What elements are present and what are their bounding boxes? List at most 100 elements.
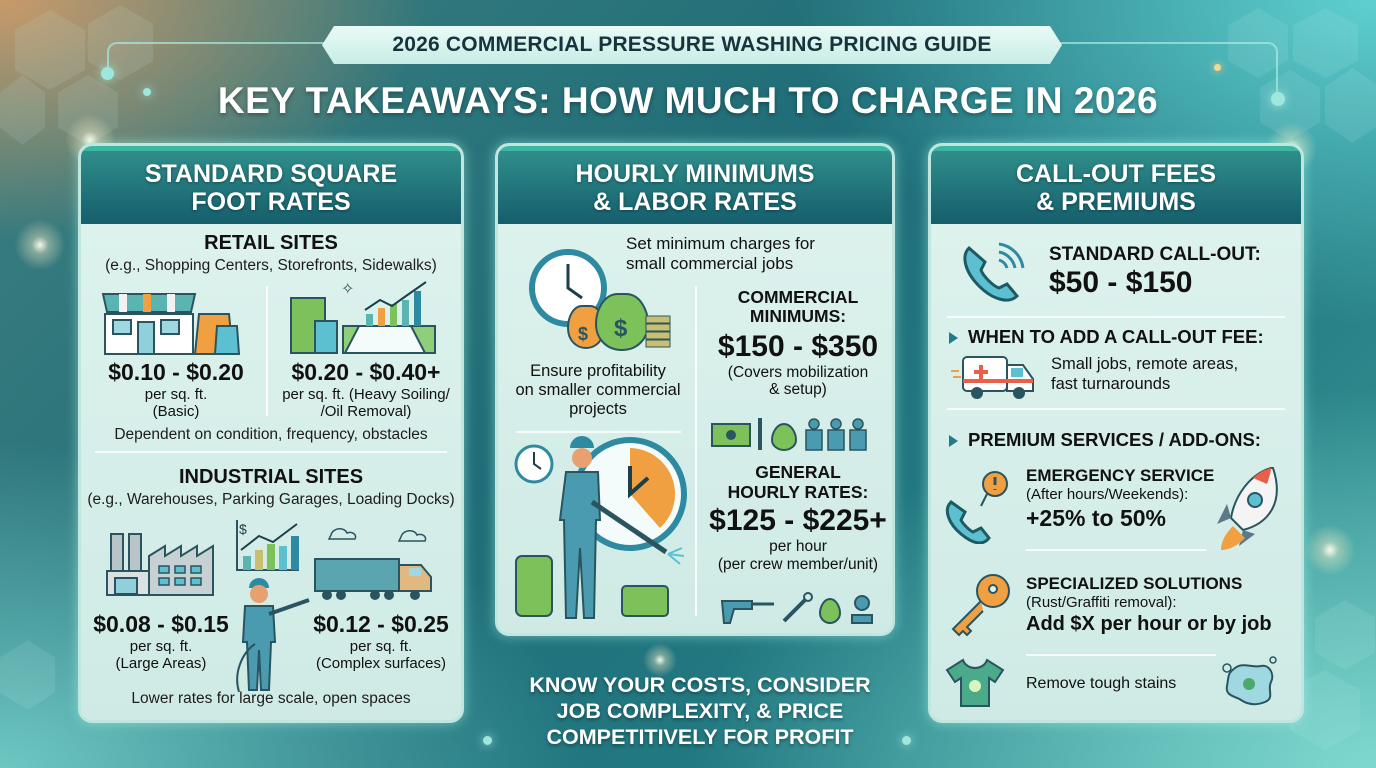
divider bbox=[266, 286, 268, 416]
standard-callout-price: $50 - $150 bbox=[1049, 266, 1193, 299]
svg-text:✧: ✧ bbox=[341, 281, 354, 298]
card-title-line: & LABOR RATES bbox=[593, 187, 797, 216]
price-unit: per sq. ft. bbox=[129, 638, 193, 655]
page-title: KEY TAKEAWAYS: HOW MUCH TO CHARGE IN 202… bbox=[217, 80, 1159, 121]
card-title-line: STANDARD SQUARE bbox=[144, 159, 398, 188]
minimums-note: (Covers mobilization bbox=[727, 364, 869, 381]
triangle-bullet-icon bbox=[949, 435, 958, 448]
node-dot bbox=[143, 88, 151, 96]
section-divider bbox=[516, 431, 681, 433]
specialized-solutions: SPECIALIZED SOLUTIONS (Rust/Graffiti rem… bbox=[1026, 574, 1272, 636]
svg-text:$: $ bbox=[614, 315, 628, 342]
price-unit: per sq. ft. (Heavy Soiling/ bbox=[282, 386, 450, 403]
stain-splash-icon bbox=[1221, 654, 1281, 710]
general-unit: per hour bbox=[769, 538, 827, 555]
retail-basic-rate: $0.10 - $0.20 per sq. ft. (Basic) bbox=[81, 359, 271, 420]
bar-chart-icon: $ bbox=[233, 518, 303, 574]
hourly-minimums-card: HOURLY MINIMUMS & LABOR RATES Set minimu… bbox=[495, 143, 895, 636]
industrial-sites-heading: INDUSTRIAL SITES bbox=[178, 466, 364, 488]
square-foot-rates-card: STANDARD SQUARE FOOT RATES RETAIL SITES … bbox=[78, 143, 464, 723]
price-note: (Complex surfaces) bbox=[315, 655, 447, 672]
specialized-title: SPECIALIZED SOLUTIONS bbox=[1026, 574, 1243, 593]
footer-line: KNOW YOUR COSTS, CONSIDER bbox=[529, 673, 871, 697]
node-dot bbox=[902, 736, 911, 745]
node-dot bbox=[483, 736, 492, 745]
general-note: (per crew member/unit) bbox=[717, 556, 879, 573]
card-header: STANDARD SQUARE FOOT RATES bbox=[81, 146, 461, 224]
retail-footnote: Dependent on condition, frequency, obsta… bbox=[114, 426, 428, 443]
svg-text:$: $ bbox=[578, 324, 588, 344]
minimums-label: MINIMUMS: bbox=[749, 306, 847, 326]
standard-callout-label: STANDARD CALL-OUT: bbox=[1049, 244, 1261, 265]
hexagon-decor bbox=[0, 640, 55, 710]
emergency-note: (After hours/Weekends): bbox=[1026, 486, 1189, 503]
general-hourly-rates: GENERAL HOURLY RATES: $125 - $225+ per h… bbox=[698, 462, 892, 574]
section-divider bbox=[1026, 654, 1216, 656]
industrial-large-rate: $0.08 - $0.15 per sq. ft. (Large Areas) bbox=[81, 611, 241, 672]
reason-line: Small jobs, remote areas, bbox=[1051, 355, 1239, 373]
hexagon-decor bbox=[1315, 600, 1375, 670]
price-value: $0.12 - $0.25 bbox=[313, 611, 449, 637]
price-value: $0.20 - $0.40+ bbox=[291, 359, 441, 385]
card-title-line: HOURLY MINIMUMS bbox=[575, 159, 815, 188]
card-title-line: CALL-OUT FEES bbox=[1016, 159, 1216, 188]
general-price: $125 - $225+ bbox=[709, 504, 887, 537]
key-icon bbox=[945, 571, 1015, 641]
specialized-value: Add $X per hour or by job bbox=[1026, 613, 1272, 635]
card-title-line: & PREMIUMS bbox=[1036, 187, 1196, 216]
truck-icon bbox=[311, 523, 441, 603]
price-note: (Large Areas) bbox=[115, 655, 207, 672]
footer-line: JOB COMPLEXITY, & PRICE bbox=[556, 699, 844, 723]
profit-line: projects bbox=[569, 400, 627, 418]
price-value: $0.10 - $0.20 bbox=[108, 359, 244, 385]
sparkle-decor bbox=[1300, 520, 1360, 580]
price-unit: per sq. ft. bbox=[144, 386, 208, 403]
premium-title: PREMIUM SERVICES / ADD-ONS: bbox=[968, 429, 1261, 450]
section-divider bbox=[947, 316, 1285, 318]
reason-line: fast turnarounds bbox=[1051, 375, 1171, 393]
worker-pressure-washer-icon bbox=[233, 574, 313, 694]
price-note: (Basic) bbox=[152, 403, 200, 420]
storefront-icon bbox=[99, 284, 249, 356]
connector-line bbox=[1060, 42, 1278, 97]
stains-note: Remove tough stains bbox=[1026, 675, 1177, 692]
call-out-fees-card: CALL-OUT FEES & PREMIUMS STANDARD CALL-O… bbox=[928, 143, 1304, 723]
profitability-note: Ensure profitability on smaller commerci… bbox=[498, 362, 698, 419]
commercial-minimums: COMMERCIAL MINIMUMS: $150 - $350 (Covers… bbox=[698, 287, 892, 399]
growth-chart-icon: ✧ bbox=[281, 276, 441, 356]
card-header: CALL-OUT FEES & PREMIUMS bbox=[931, 146, 1301, 224]
when-to-add-heading: WHEN TO ADD A CALL-OUT FEE: bbox=[949, 326, 1264, 348]
node-dot bbox=[101, 67, 114, 80]
industrial-examples: (e.g., Warehouses, Parking Garages, Load… bbox=[87, 491, 455, 508]
factory-icon bbox=[103, 516, 223, 596]
general-label: GENERAL bbox=[755, 462, 841, 482]
industrial-footnote: Lower rates for large scale, open spaces bbox=[131, 690, 411, 707]
minimum-intro: Set minimum charges for small commercial… bbox=[626, 234, 815, 274]
tshirt-icon bbox=[945, 658, 1005, 708]
retail-heavy-rate: $0.20 - $0.40+ per sq. ft. (Heavy Soilin… bbox=[268, 359, 461, 420]
profit-line: on smaller commercial bbox=[515, 381, 681, 399]
minimums-price: $150 - $350 bbox=[717, 330, 879, 363]
card-title-line: FOOT RATES bbox=[191, 187, 351, 216]
minimums-label: COMMERCIAL bbox=[737, 287, 859, 307]
footer-line: COMPETITIVELY FOR PROFIT bbox=[546, 725, 854, 749]
retail-sites-heading: RETAIL SITES bbox=[204, 232, 338, 254]
ambulance-icon bbox=[949, 351, 1039, 401]
price-value: $0.08 - $0.15 bbox=[93, 611, 229, 637]
node-dot bbox=[1214, 64, 1221, 71]
emergency-title: EMERGENCY SERVICE bbox=[1026, 466, 1215, 485]
intro-line: Set minimum charges for bbox=[626, 234, 815, 253]
phone-icon bbox=[959, 238, 1029, 308]
rocket-icon bbox=[1211, 464, 1286, 559]
price-unit: per sq. ft. bbox=[349, 638, 413, 655]
card-header: HOURLY MINIMUMS & LABOR RATES bbox=[498, 146, 892, 224]
sparkle-decor bbox=[10, 215, 70, 275]
premium-services-heading: PREMIUM SERVICES / ADD-ONS: bbox=[949, 429, 1261, 451]
tools-icons bbox=[720, 591, 880, 625]
worker-clock-illustration bbox=[512, 436, 692, 626]
minimums-note: & setup) bbox=[769, 381, 827, 398]
industrial-complex-rate: $0.12 - $0.25 per sq. ft. (Complex surfa… bbox=[301, 611, 461, 672]
section-divider bbox=[1026, 549, 1206, 551]
hexagon-decor bbox=[1293, 8, 1358, 78]
when-to-add-reasons: Small jobs, remote areas, fast turnaroun… bbox=[1051, 354, 1238, 394]
